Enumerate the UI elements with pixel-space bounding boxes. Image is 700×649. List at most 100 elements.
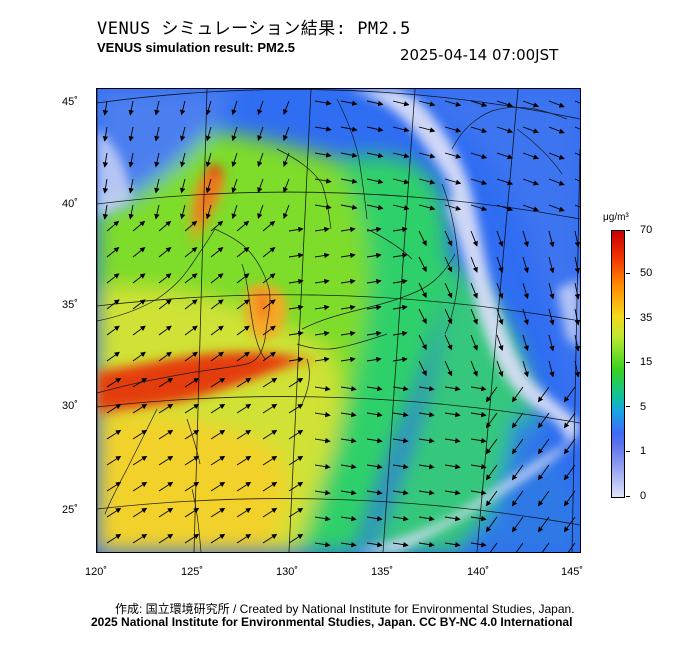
- wind-arrow: [184, 273, 198, 284]
- wind-arrow: [366, 356, 382, 363]
- wind-arrow: [444, 100, 462, 107]
- wind-arrow: [470, 463, 487, 470]
- wind-arrow: [548, 230, 555, 248]
- colorbar-tick: [626, 273, 630, 274]
- wind-arrow: [574, 334, 580, 352]
- wind-arrow: [314, 152, 332, 158]
- wind-arrow: [392, 437, 409, 444]
- wind-arrow: [340, 385, 357, 392]
- wind-arrow: [574, 100, 580, 104]
- wind-arrow: [132, 351, 146, 362]
- wind-arrow: [314, 100, 332, 106]
- wind-arrow: [496, 308, 504, 325]
- wind-arrow: [444, 334, 453, 351]
- wind-arrow: [288, 330, 304, 337]
- wind-arrow: [340, 437, 357, 444]
- wind-arrow: [418, 489, 435, 496]
- wind-arrow: [257, 126, 264, 142]
- wind-arrow: [485, 438, 498, 455]
- wind-arrow: [444, 308, 453, 325]
- colorbar-label-0: 0: [640, 490, 647, 502]
- wind-arrow: [418, 204, 436, 211]
- wind-arrow: [511, 464, 524, 481]
- wind-arrow: [485, 412, 498, 429]
- wind-arrow: [470, 282, 478, 299]
- map-canvas: [97, 89, 580, 552]
- wind-arrow: [392, 252, 408, 259]
- wind-arrow: [288, 403, 304, 414]
- wind-arrow: [231, 152, 238, 168]
- colorbar-label-1: 1: [640, 445, 647, 457]
- wind-arrow: [522, 334, 529, 352]
- wind-arrow: [548, 360, 555, 378]
- wind-arrow: [288, 252, 304, 259]
- wind-arrow: [470, 308, 478, 325]
- wind-arrow: [340, 152, 358, 158]
- wind-arrow: [496, 230, 504, 247]
- wind-arrow: [392, 515, 409, 522]
- colorbar-label-70: 70: [640, 224, 653, 236]
- wind-arrow: [106, 403, 122, 414]
- wind-arrow: [262, 377, 278, 388]
- wind-arrow: [418, 437, 435, 444]
- wind-arrow: [574, 360, 580, 378]
- wind-arrow: [485, 386, 498, 403]
- lat-label-25: 25˚: [62, 504, 78, 516]
- wind-arrow: [184, 481, 200, 492]
- wind-arrow: [496, 178, 514, 186]
- wind-arrow: [236, 481, 252, 492]
- wind-arrow: [314, 541, 331, 548]
- wind-arrow: [470, 334, 478, 351]
- wind-arrow: [366, 385, 383, 392]
- wind-arrow: [392, 204, 410, 211]
- wind-arrow: [511, 412, 524, 429]
- wind-arrow: [418, 230, 427, 247]
- wind-arrow: [158, 403, 174, 414]
- wind-arrow: [366, 330, 382, 337]
- wind-arrow: [485, 490, 498, 507]
- wind-arrow: [548, 334, 555, 352]
- wind-arrow: [314, 252, 330, 259]
- wind-arrow: [537, 438, 550, 455]
- colorbar-label-50: 50: [640, 267, 653, 279]
- wind-arrow: [340, 204, 358, 210]
- wind-arrow: [392, 489, 409, 496]
- copyright-line: 2025 National Institute for Environmenta…: [91, 615, 573, 629]
- wind-arrow: [418, 178, 436, 185]
- wind-arrow: [418, 360, 427, 377]
- wind-arrow: [158, 220, 172, 232]
- wind-arrow: [283, 152, 290, 167]
- wind-arrow: [210, 299, 224, 310]
- wind-arrow: [180, 178, 186, 194]
- wind-arrow: [262, 299, 276, 310]
- wind-arrow: [548, 256, 555, 274]
- wind-arrow: [574, 230, 580, 248]
- wind-arrow: [314, 385, 331, 392]
- wind-arrow: [366, 411, 383, 418]
- wind-arrow: [522, 360, 529, 378]
- wind-arrow: [444, 515, 461, 522]
- wind-arrow: [236, 429, 252, 440]
- wind-arrow: [106, 377, 122, 388]
- wind-arrow: [541, 542, 550, 552]
- wind-arrow: [184, 377, 200, 388]
- wind-arrow: [158, 273, 172, 284]
- wind-arrow: [340, 330, 356, 337]
- wind-arrow: [563, 412, 576, 429]
- wind-arrow: [470, 100, 488, 108]
- wind-arrow: [522, 100, 539, 108]
- title-english: VENUS simulation result: PM2.5: [97, 40, 295, 55]
- wind-arrow: [262, 507, 278, 518]
- wind-arrow: [210, 403, 226, 414]
- wind-arrow: [180, 126, 186, 142]
- wind-arrow: [210, 507, 226, 518]
- wind-arrow: [236, 377, 252, 388]
- wind-arrow: [444, 541, 461, 548]
- wind-arrow: [288, 377, 304, 388]
- wind-arrow: [366, 100, 384, 107]
- wind-arrow: [262, 455, 278, 466]
- wind-arrow: [314, 489, 331, 496]
- wind-vector-field: [102, 100, 580, 552]
- wind-arrow: [210, 429, 226, 440]
- wind-arrow: [563, 464, 576, 481]
